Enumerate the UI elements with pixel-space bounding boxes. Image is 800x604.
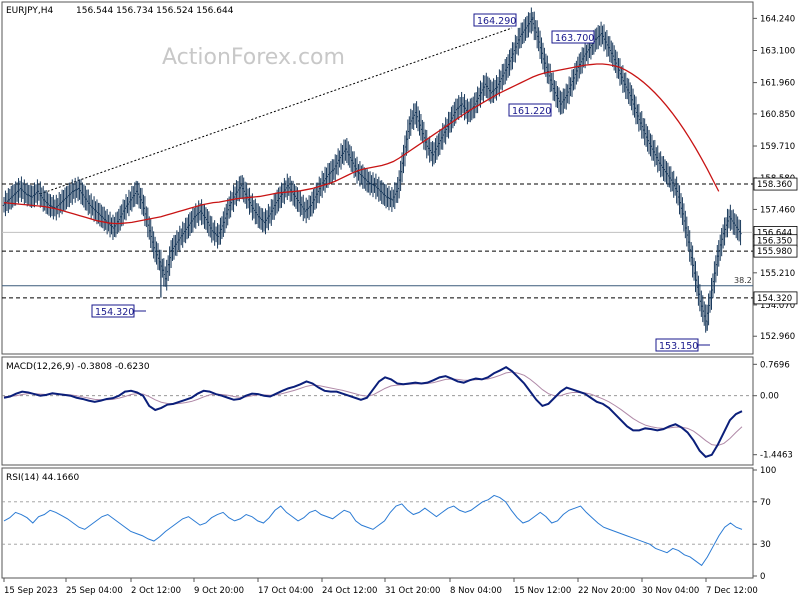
rsi-tick-label: 0 — [760, 572, 765, 582]
price-tick-label: 161.960 — [760, 79, 795, 89]
price-annotation-label: 154.320 — [95, 307, 134, 318]
axis-level-tag-text: 158.360 — [757, 180, 792, 190]
price-annotation-label: 164.290 — [477, 16, 516, 27]
price-annotation-label: 153.150 — [659, 341, 698, 352]
time-tick-label: 17 Oct 04:00 — [258, 586, 313, 596]
time-tick-label: 15 Nov 12:00 — [514, 586, 571, 596]
rsi-tick-label: 100 — [760, 466, 776, 476]
axis-level-tag-text: 156.644 — [757, 228, 792, 238]
rsi-tick-label: 70 — [760, 498, 771, 508]
price-annotations: 164.290 163.700 161.220 154.320 153.150 — [91, 13, 710, 352]
price-annotation-box — [551, 30, 595, 44]
price-tick-label: 164.240 — [760, 14, 795, 24]
price-tick-label: 157.460 — [760, 205, 795, 215]
price-tick-label: 163.100 — [760, 46, 795, 56]
price-tick-label: 160.850 — [760, 110, 795, 120]
macd-lines: 0.7696 0.00 -1.4463 — [2, 360, 793, 461]
macd-panel-frame — [1, 356, 754, 466]
time-tick-label: 31 Oct 20:00 — [385, 586, 440, 596]
time-axis: 15 Sep 2023 25 Sep 04:00 2 Oct 12:00 9 Oct … — [3, 578, 758, 596]
axis-level-tag-text: 155.980 — [757, 247, 792, 257]
price-axis: 164.240163.100161.960160.850159.710158.5… — [753, 14, 798, 342]
price-annotation-label: 161.220 — [512, 106, 551, 117]
macd-main-line — [3, 365, 743, 459]
macd-tick-label: 0.7696 — [760, 360, 790, 370]
rsi-lines: 100 70 30 0 — [2, 466, 776, 582]
axis-level-tag-text: 154.320 — [757, 294, 792, 304]
time-tick-label: 9 Oct 20:00 — [194, 586, 244, 596]
time-tick-label: 30 Nov 04:00 — [642, 586, 699, 596]
price-annotation-box — [473, 13, 517, 27]
rsi-tick-label: 30 — [760, 540, 771, 550]
macd-tick-label: 0.00 — [760, 392, 779, 402]
axis-level-tag — [753, 291, 798, 305]
price-annotation-label: 163.700 — [555, 33, 594, 44]
price-tick-label: 154.070 — [760, 301, 795, 311]
axis-level-tag — [753, 244, 798, 258]
macd-title: MACD(12,26,9) -0.3808 -0.6230 — [6, 362, 150, 372]
price-bars — [2, 7, 742, 333]
moving-average — [3, 63, 720, 225]
time-tick-label: 15 Sep 2023 — [4, 586, 58, 596]
symbol-title: EURJPY,H4 — [6, 6, 54, 16]
watermark-text: ActionForex.com — [162, 45, 345, 70]
time-tick-label: 8 Nov 04:00 — [450, 586, 502, 596]
trendline — [39, 27, 513, 195]
macd-tick-label: -1.4463 — [760, 451, 793, 461]
time-tick-label: 24 Oct 12:00 — [322, 586, 377, 596]
price-panel-frame — [1, 1, 754, 355]
fib-label: 38.2 — [734, 276, 752, 285]
price-tick-label: 155.210 — [760, 269, 795, 279]
time-tick-label: 22 Nov 20:00 — [578, 586, 635, 596]
axis-level-tag — [753, 177, 798, 191]
horizontal-levels: 38.2 — [2, 183, 753, 299]
rsi-line — [3, 494, 743, 567]
price-tick-label: 159.710 — [760, 142, 795, 152]
trendline-dotted — [39, 27, 513, 195]
macd-signal-line — [4, 371, 743, 446]
time-tick-label: 2 Oct 12:00 — [131, 586, 181, 596]
rsi-title: RSI(14) 44.1660 — [6, 473, 79, 483]
ohlc-readout: 156.544 156.734 156.524 156.644 — [76, 6, 234, 16]
axis-level-tag-text: 156.350 — [757, 237, 792, 247]
ma-line — [3, 63, 720, 225]
time-tick-label: 7 Dec 12:00 — [706, 586, 758, 596]
rsi-panel-frame — [1, 467, 754, 579]
time-tick-label: 25 Sep 04:00 — [66, 586, 123, 596]
price-tick-label: 152.960 — [760, 332, 795, 342]
price-annotation-box — [508, 103, 552, 117]
